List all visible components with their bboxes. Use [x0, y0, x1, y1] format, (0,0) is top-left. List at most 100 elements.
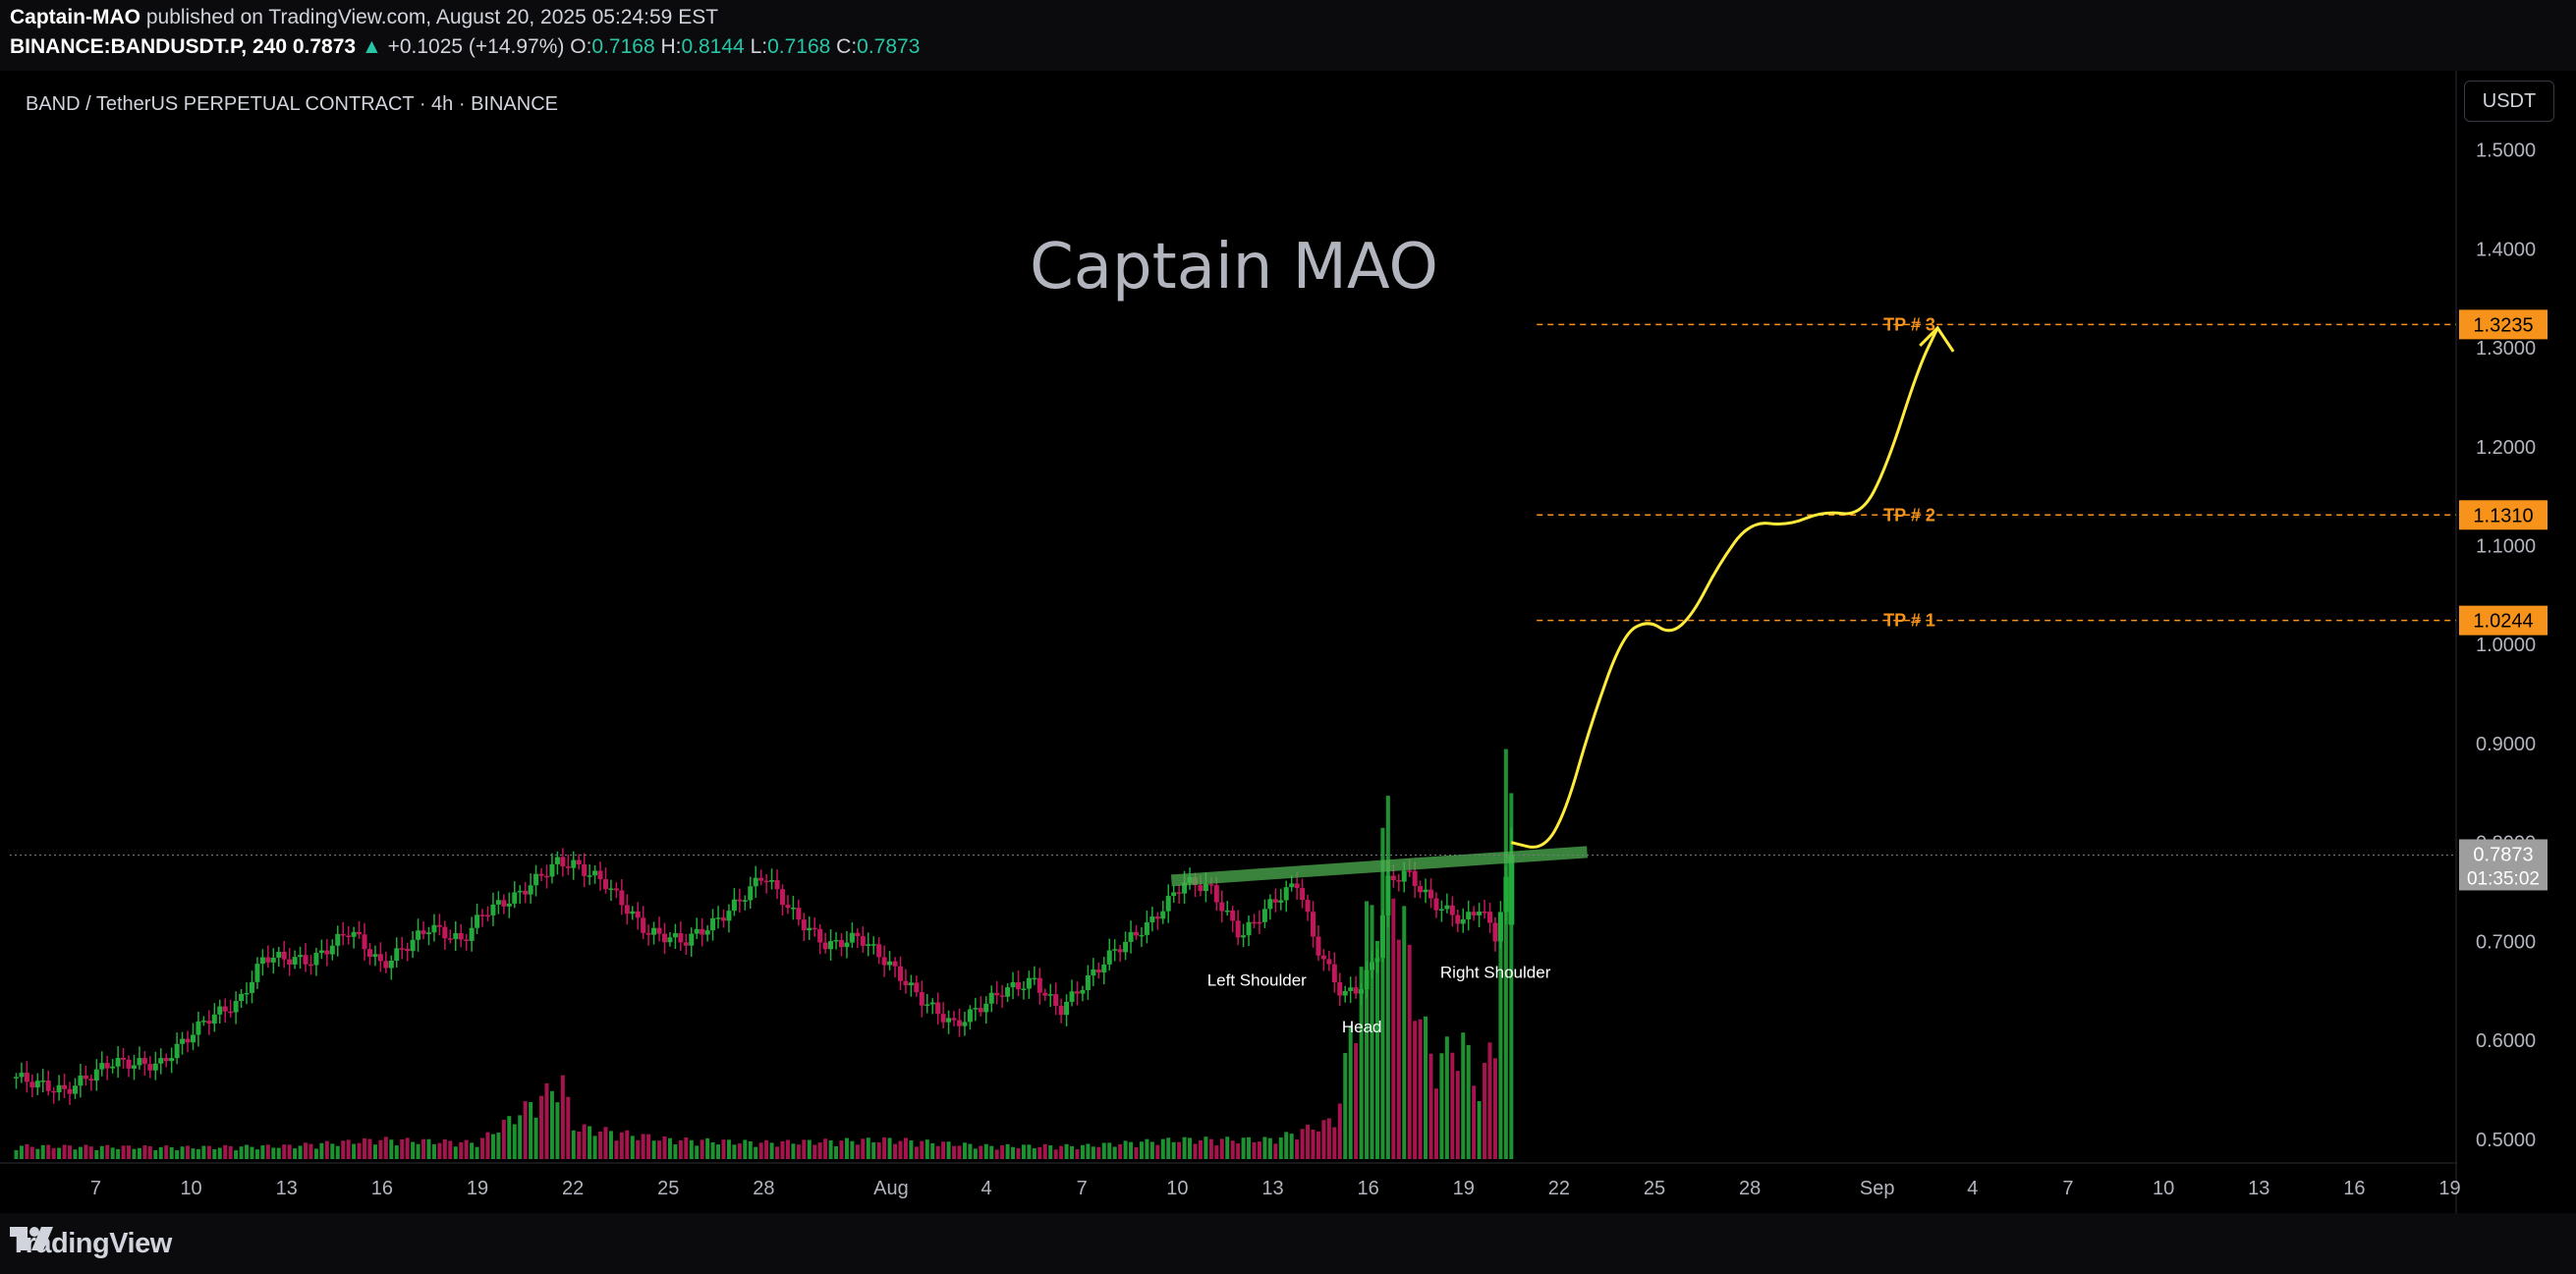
volume-bar [260, 1145, 265, 1159]
author-name[interactable]: Captain-MAO [10, 6, 140, 28]
candle-body [860, 936, 866, 946]
candle-body [602, 879, 608, 890]
chart-area[interactable]: BAND / TetherUS PERPETUAL CONTRACT · 4h … [0, 71, 2576, 1213]
volume-bar [619, 1132, 624, 1159]
candle-body [196, 1021, 201, 1035]
candle-body [1165, 896, 1171, 912]
candle-body [362, 934, 367, 950]
volume-bar [1204, 1136, 1208, 1159]
candle-body [1428, 889, 1434, 899]
volume-bar [437, 1142, 442, 1159]
volume-bar [442, 1138, 447, 1159]
volume-bar [973, 1148, 978, 1159]
volume-bar [1064, 1143, 1069, 1159]
candle-body [1385, 875, 1391, 915]
candle-body [812, 927, 817, 930]
volume-bar [555, 1102, 560, 1159]
volume-bar [1348, 1025, 1353, 1159]
candle-body [484, 914, 490, 917]
candle-body [377, 954, 383, 962]
candle-body [769, 879, 775, 882]
volume-bar [164, 1145, 169, 1159]
volume-bar [400, 1138, 405, 1159]
candle-body [1176, 892, 1182, 894]
volume-bar [780, 1140, 785, 1159]
candle-body [249, 981, 254, 993]
candle-body [292, 957, 298, 965]
x-tick-label: 4 [1967, 1178, 1978, 1199]
volume-bar [1091, 1146, 1095, 1159]
volume-bar [1359, 967, 1364, 1159]
candle-body [1289, 883, 1295, 888]
volume-bar [743, 1139, 748, 1159]
volume-bar [1053, 1149, 1058, 1159]
volume-bar [930, 1142, 935, 1159]
candle-body [833, 940, 839, 942]
x-tick-label: 7 [1077, 1178, 1088, 1199]
candle-body [1364, 969, 1370, 990]
high-value: 0.8144 [681, 35, 745, 58]
volume-bar [695, 1145, 700, 1159]
candle-body [1047, 994, 1053, 996]
projection-arrowhead [1919, 325, 1955, 353]
volume-bar [352, 1143, 357, 1159]
x-tick-label: 10 [2153, 1178, 2174, 1199]
y-tick-label: 1.2000 [2476, 437, 2536, 459]
candle-body [1460, 918, 1466, 924]
volume-bar [1198, 1139, 1203, 1159]
candle-body [726, 911, 732, 921]
volume-bar [1267, 1137, 1272, 1159]
candle-body [667, 937, 673, 943]
volume-bar [748, 1140, 753, 1159]
candle-body [710, 917, 716, 931]
candle-body [147, 1064, 153, 1071]
candle-body [554, 857, 560, 864]
volume-bar [1295, 1139, 1300, 1159]
price-chart[interactable]: BAND / TetherUS PERPETUAL CONTRACT · 4h … [0, 71, 2576, 1213]
candle-body [876, 944, 882, 958]
y-tick-label: 0.7000 [2476, 931, 2536, 953]
volume-bar [1000, 1145, 1005, 1159]
candle-body [512, 892, 518, 904]
close-label: C: [836, 35, 858, 58]
candle-body [608, 888, 614, 890]
candle-body [1042, 992, 1048, 996]
y-tick-label: 1.0000 [2476, 635, 2536, 656]
volume-bar [1032, 1147, 1036, 1159]
candle-body [469, 927, 475, 941]
tradingview-logo-icon [10, 1227, 53, 1250]
chart-legend: BAND / TetherUS PERPETUAL CONTRACT · 4h … [26, 93, 558, 115]
volume-bar [952, 1145, 957, 1159]
volume-bar [791, 1143, 796, 1159]
volume-bar [1257, 1141, 1261, 1159]
volume-bar [684, 1136, 689, 1159]
currency-button[interactable]: USDT [2464, 81, 2554, 122]
candle-body [1160, 911, 1166, 919]
volume-bar [732, 1144, 737, 1159]
volume-bar [245, 1144, 250, 1159]
symbol-label[interactable]: BINANCE:BANDUSDT.P, 240 [10, 35, 288, 58]
candle-body [1106, 950, 1112, 965]
volume-bar [357, 1142, 362, 1159]
candle-body [40, 1080, 46, 1082]
candle-body [24, 1073, 29, 1082]
volume-bar [1042, 1143, 1047, 1159]
candle-body [533, 873, 539, 886]
candle-body [1208, 883, 1214, 886]
volume-bar [341, 1140, 346, 1159]
candle-body [1466, 912, 1472, 919]
volume-bar [330, 1143, 335, 1159]
volume-bar [265, 1144, 270, 1159]
candle-body [1032, 977, 1037, 980]
candle-body [855, 932, 861, 937]
volume-bar [812, 1144, 817, 1159]
volume-bar [920, 1140, 924, 1159]
volume-bar [721, 1139, 726, 1159]
volume-bar [946, 1141, 951, 1159]
target-tag [2459, 605, 2548, 636]
volume-bar [539, 1095, 544, 1159]
volume-bar [935, 1145, 940, 1159]
tradingview-logo[interactable]: TradingView [10, 1227, 172, 1260]
volume-bar [324, 1140, 329, 1159]
candle-body [1294, 883, 1300, 889]
